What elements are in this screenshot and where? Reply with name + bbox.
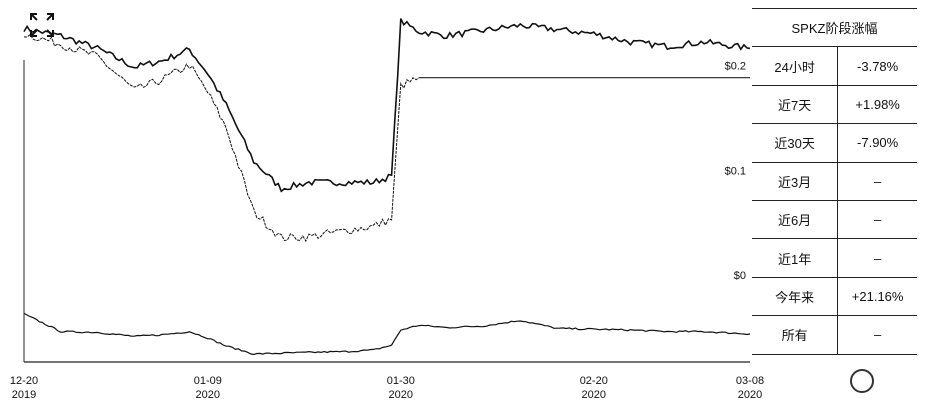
y-tick-label: $0.2 — [725, 61, 746, 73]
performance-row: 24小时 -3.78% — [752, 46, 917, 86]
performance-table: SPKZ阶段涨幅 24小时 -3.78% 近7天 +1.98% 近30天 -7.… — [752, 7, 917, 355]
period-change: -3.78% — [837, 46, 917, 86]
x-tick-year-label: 2020 — [582, 389, 606, 401]
period-change: +21.16% — [837, 277, 917, 317]
price-series-line — [23, 18, 751, 193]
performance-row: 所有 – — [752, 315, 917, 355]
x-tick-year-label: 2020 — [389, 389, 413, 401]
y-tick-label: $0 — [734, 270, 746, 282]
volume-area — [23, 312, 751, 356]
period-label: 今年来 — [752, 277, 839, 317]
performance-row: 近1年 – — [752, 238, 917, 278]
period-change: – — [837, 238, 917, 278]
period-label: 近6月 — [752, 200, 839, 240]
period-label: 所有 — [752, 315, 839, 355]
plot-frame — [23, 60, 750, 363]
period-change: +1.98% — [837, 85, 917, 125]
period-label: 近30天 — [752, 123, 839, 163]
period-label: 近3月 — [752, 162, 839, 201]
performance-row: 近30天 -7.90% — [752, 123, 917, 163]
series-layer — [23, 18, 751, 243]
performance-table-header: SPKZ阶段涨幅 — [752, 7, 917, 48]
x-tick-label: 03-08 — [736, 375, 764, 387]
x-axis-ticks: 12-20 2019 01-09 2020 01-30 2020 02-20 2020 03-0… — [10, 375, 764, 401]
period-change: – — [837, 200, 917, 240]
period-label: 近7天 — [752, 85, 839, 125]
period-change: – — [837, 315, 917, 355]
y-axis-ticks: $0 $0.1 $0.2 — [725, 61, 746, 282]
performance-row: 今年来 +21.16% — [752, 277, 917, 317]
watermark-circle-icon — [850, 369, 874, 393]
period-change: – — [837, 162, 917, 201]
period-change: -7.90% — [837, 123, 917, 163]
y-tick-label: $0.1 — [725, 165, 746, 177]
period-label: 24小时 — [752, 46, 839, 86]
performance-row: 近7天 +1.98% — [752, 85, 917, 125]
x-tick-year-label: 2019 — [12, 389, 36, 401]
performance-row: 近6月 – — [752, 200, 917, 240]
x-tick-label: 01-09 — [194, 375, 222, 387]
x-tick-label: 12-20 — [10, 375, 38, 387]
x-tick-year-label: 2020 — [738, 389, 762, 401]
x-tick-label: 01-30 — [387, 375, 415, 387]
watermark-logo — [850, 366, 940, 396]
period-label: 近1年 — [752, 238, 839, 278]
performance-row: 近3月 – — [752, 162, 917, 201]
expand-icon[interactable] — [29, 12, 55, 38]
performance-table-title: SPKZ阶段涨幅 — [752, 7, 917, 48]
volume-line — [23, 312, 751, 356]
x-tick-year-label: 2020 — [196, 389, 220, 401]
price-series-line — [23, 33, 420, 243]
x-tick-label: 02-20 — [580, 375, 608, 387]
